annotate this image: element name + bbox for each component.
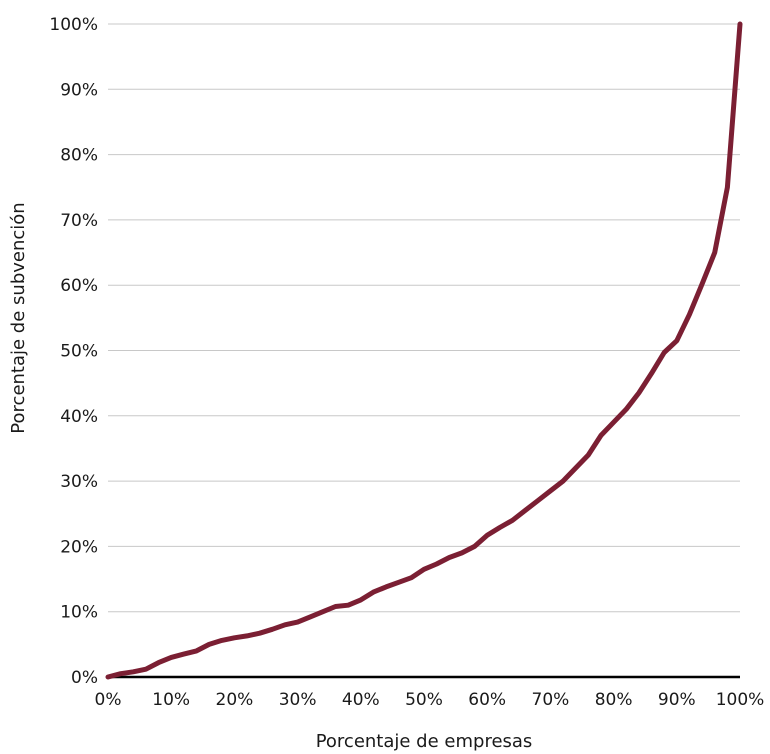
- x-tick-label: 40%: [342, 690, 380, 710]
- x-tick-label: 80%: [595, 690, 633, 710]
- x-tick-label: 0%: [95, 690, 122, 710]
- series-line: [105, 21, 743, 680]
- y-tick-label: 0%: [71, 668, 98, 688]
- y-tick-label: 40%: [60, 407, 98, 427]
- x-tick-label: 20%: [216, 690, 254, 710]
- y-tick-label: 70%: [60, 211, 98, 231]
- gridlines: [108, 23, 740, 613]
- x-tick-label: 10%: [152, 690, 190, 710]
- y-tick-label: 10%: [60, 603, 98, 623]
- y-tick-label: 50%: [60, 342, 98, 362]
- x-tick-label: 90%: [658, 690, 696, 710]
- x-tick-label: 100%: [716, 690, 765, 710]
- series-layer: [105, 21, 743, 680]
- y-tick-label: 80%: [60, 146, 98, 166]
- y-tick-label: 100%: [49, 15, 98, 35]
- x-axis-title: Porcentaje de empresas: [316, 731, 533, 752]
- x-tick-labels: 0% 10% 20% 30% 40% 50% 60% 70% 80% 90% 100%: [95, 690, 765, 710]
- x-tick-label: 50%: [405, 690, 443, 710]
- y-axis-title: Porcentaje de subvención: [8, 202, 29, 433]
- x-tick-label: 60%: [468, 690, 506, 710]
- y-tick-label: 90%: [60, 80, 98, 100]
- y-tick-label: 60%: [60, 276, 98, 296]
- x-tick-label: 70%: [532, 690, 570, 710]
- y-tick-labels: 0% 10% 20% 30% 40% 50% 60% 70% 80% 90% 100%: [49, 15, 98, 688]
- y-tick-label: 20%: [60, 537, 98, 557]
- y-tick-label: 30%: [60, 472, 98, 492]
- x-tick-label: 30%: [279, 690, 317, 710]
